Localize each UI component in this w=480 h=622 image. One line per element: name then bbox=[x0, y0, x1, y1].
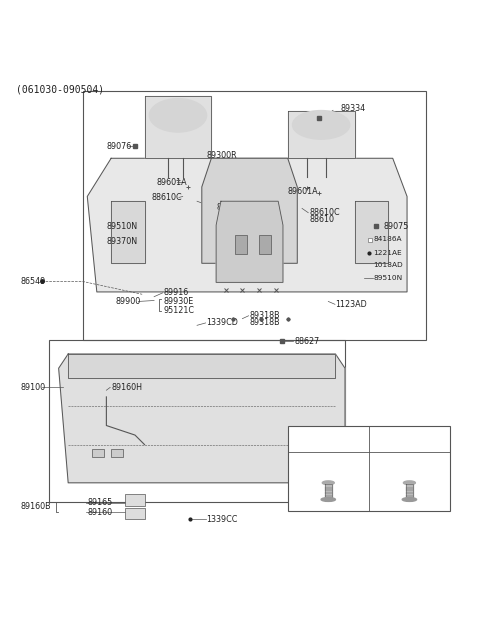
Text: 1339CC: 1339CC bbox=[206, 514, 238, 524]
Bar bbox=[368, 238, 372, 243]
Bar bbox=[259, 234, 271, 254]
Text: 89334: 89334 bbox=[340, 104, 365, 113]
Bar bbox=[92, 449, 104, 457]
Text: 89160: 89160 bbox=[87, 508, 112, 517]
Text: 89601A: 89601A bbox=[288, 187, 318, 196]
Text: 88610: 88610 bbox=[216, 203, 241, 213]
Polygon shape bbox=[288, 111, 355, 158]
Text: (061030-090504): (061030-090504) bbox=[16, 85, 104, 95]
Text: 89075: 89075 bbox=[383, 221, 408, 231]
Text: 89510N: 89510N bbox=[107, 221, 137, 231]
Text: 89318B: 89318B bbox=[250, 318, 280, 327]
Polygon shape bbox=[68, 354, 336, 378]
Text: 89100: 89100 bbox=[21, 383, 46, 392]
Bar bbox=[125, 494, 144, 506]
Text: 1221AE: 1221AE bbox=[373, 250, 402, 256]
Ellipse shape bbox=[149, 99, 206, 132]
Text: 89300R: 89300R bbox=[206, 151, 237, 160]
Polygon shape bbox=[111, 202, 144, 263]
Polygon shape bbox=[355, 202, 388, 263]
Text: 89930E: 89930E bbox=[164, 297, 194, 306]
Polygon shape bbox=[59, 354, 345, 483]
Polygon shape bbox=[216, 202, 283, 282]
Text: 89601A: 89601A bbox=[156, 178, 187, 187]
Text: 89916: 89916 bbox=[164, 289, 189, 297]
Bar bbox=[125, 508, 144, 519]
Text: 89900: 89900 bbox=[116, 297, 141, 306]
Bar bbox=[83, 91, 426, 340]
Text: 88610C: 88610C bbox=[309, 208, 340, 217]
Polygon shape bbox=[87, 158, 407, 292]
Text: 89510N: 89510N bbox=[373, 274, 403, 281]
Ellipse shape bbox=[321, 498, 336, 501]
Text: 1249LB: 1249LB bbox=[395, 434, 424, 443]
Text: 89160H: 89160H bbox=[111, 383, 142, 392]
Text: 1339CD: 1339CD bbox=[206, 318, 239, 327]
Text: 88610C: 88610C bbox=[152, 193, 182, 202]
Text: 89076: 89076 bbox=[107, 142, 132, 151]
Ellipse shape bbox=[323, 481, 334, 485]
Polygon shape bbox=[406, 485, 413, 499]
Text: 1123AD: 1123AD bbox=[336, 300, 367, 309]
Ellipse shape bbox=[292, 111, 350, 139]
Ellipse shape bbox=[404, 481, 415, 485]
Bar bbox=[288, 425, 450, 511]
Text: 1018AD: 1018AD bbox=[373, 262, 403, 268]
Polygon shape bbox=[202, 158, 297, 263]
Bar bbox=[235, 234, 247, 254]
Text: 84186A: 84186A bbox=[373, 236, 402, 243]
Polygon shape bbox=[325, 485, 332, 499]
Text: 89370N: 89370N bbox=[107, 238, 137, 246]
Text: 86549: 86549 bbox=[21, 277, 46, 286]
Text: 88627: 88627 bbox=[295, 337, 320, 346]
Bar bbox=[49, 340, 345, 502]
Text: 89160B: 89160B bbox=[21, 502, 51, 511]
Text: 95121C: 95121C bbox=[164, 305, 195, 315]
Text: 88610: 88610 bbox=[309, 215, 334, 224]
Text: 89165: 89165 bbox=[87, 498, 112, 508]
Polygon shape bbox=[144, 96, 211, 158]
Ellipse shape bbox=[402, 498, 417, 501]
Bar bbox=[111, 449, 123, 457]
Text: 1243KH: 1243KH bbox=[313, 434, 343, 443]
Text: 89318B: 89318B bbox=[250, 311, 280, 320]
